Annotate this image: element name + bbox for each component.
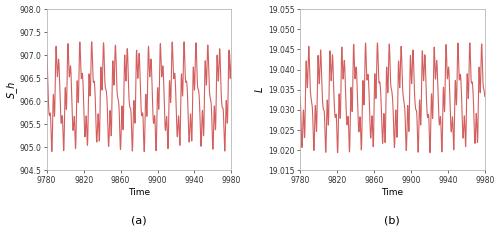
- Text: (a): (a): [131, 215, 147, 226]
- Text: (b): (b): [384, 215, 400, 226]
- Y-axis label: L: L: [255, 87, 265, 92]
- X-axis label: Time: Time: [128, 188, 150, 197]
- X-axis label: Time: Time: [382, 188, 404, 197]
- Y-axis label: S_h: S_h: [6, 81, 16, 98]
